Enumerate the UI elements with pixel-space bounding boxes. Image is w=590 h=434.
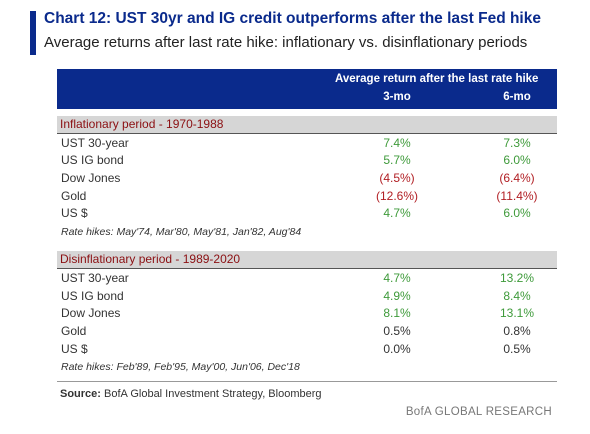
value-6mo: (6.4%) <box>499 171 535 185</box>
row-label: Gold <box>61 189 87 203</box>
value-3mo: (12.6%) <box>375 189 419 203</box>
value-6mo: 7.3% <box>503 136 531 150</box>
row-label: Dow Jones <box>61 171 121 185</box>
table-row: US $ 4.7% 6.0% <box>57 205 557 222</box>
section-title: Disinflationary period - 1989-2020 <box>60 252 241 266</box>
source-label: Source: <box>60 388 101 400</box>
value-6mo: (11.4%) <box>496 189 538 203</box>
value-3mo: 4.9% <box>383 289 411 303</box>
chart-title: Chart 12: UST 30yr and IG credit outperf… <box>44 10 541 27</box>
brand-logo-text: BofA GLOBAL RESEARCH <box>405 406 552 418</box>
table-header: Average return after the last rate hike … <box>57 69 557 109</box>
value-3mo: 0.5% <box>383 324 411 338</box>
table-row: Gold 0.5% 0.8% <box>57 323 557 340</box>
row-label: Dow Jones <box>61 306 121 320</box>
value-3mo: 4.7% <box>383 271 411 285</box>
rate-hikes-note: Rate hikes: May'74, Mar'80, May'81, Jan'… <box>61 226 302 238</box>
value-6mo: 13.1% <box>499 306 535 320</box>
value-6mo: 8.4% <box>503 289 531 303</box>
table-row: US $ 0.0% 0.5% <box>57 341 557 358</box>
row-label: US IG bond <box>61 289 124 303</box>
row-label: Gold <box>61 324 87 338</box>
footer-divider <box>57 381 557 382</box>
section-header-inflationary: Inflationary period - 1970-1988 <box>57 116 557 133</box>
source-text: BofA Global Investment Strategy, Bloombe… <box>104 388 322 400</box>
value-3mo: 5.7% <box>383 153 411 167</box>
table-row: UST 30-year 7.4% 7.3% <box>57 135 557 152</box>
table-row: US IG bond 5.7% 6.0% <box>57 152 557 169</box>
value-3mo: 4.7% <box>383 206 411 220</box>
value-6mo: 6.0% <box>503 153 531 167</box>
row-label: UST 30-year <box>61 271 129 285</box>
table-row: Dow Jones (4.5%) (6.4%) <box>57 170 557 187</box>
value-6mo: 0.5% <box>503 342 531 356</box>
chart-subtitle: Average returns after last rate hike: in… <box>44 34 528 51</box>
row-label: UST 30-year <box>61 136 129 150</box>
table-row: Dow Jones 8.1% 13.1% <box>57 305 557 322</box>
table-row: US IG bond 4.9% 8.4% <box>57 288 557 305</box>
title-accent-bar <box>30 11 36 55</box>
value-3mo: 0.0% <box>383 342 411 356</box>
table-row: UST 30-year 4.7% 13.2% <box>57 270 557 287</box>
column-header-3mo: 3-mo <box>383 91 411 103</box>
rate-hikes-note: Rate hikes: Feb'89, Feb'95, May'00, Jun'… <box>61 361 300 373</box>
section-title: Inflationary period - 1970-1988 <box>60 117 224 131</box>
value-6mo: 13.2% <box>499 271 535 285</box>
row-label: US $ <box>61 342 88 356</box>
section-divider <box>57 268 557 269</box>
value-6mo: 0.8% <box>503 324 531 338</box>
value-3mo: 7.4% <box>383 136 411 150</box>
source-line: Source: BofA Global Investment Strategy,… <box>60 388 322 400</box>
table-row: Gold (12.6%) (11.4%) <box>57 188 557 205</box>
value-3mo: 8.1% <box>383 306 411 320</box>
section-divider <box>57 133 557 134</box>
value-3mo: (4.5%) <box>379 171 415 185</box>
section-header-disinflationary: Disinflationary period - 1989-2020 <box>57 251 557 268</box>
row-label: US IG bond <box>61 153 124 167</box>
column-group-header: Average return after the last rate hike <box>335 73 539 85</box>
value-6mo: 6.0% <box>503 206 531 220</box>
row-label: US $ <box>61 206 88 220</box>
column-header-6mo: 6-mo <box>503 91 531 103</box>
